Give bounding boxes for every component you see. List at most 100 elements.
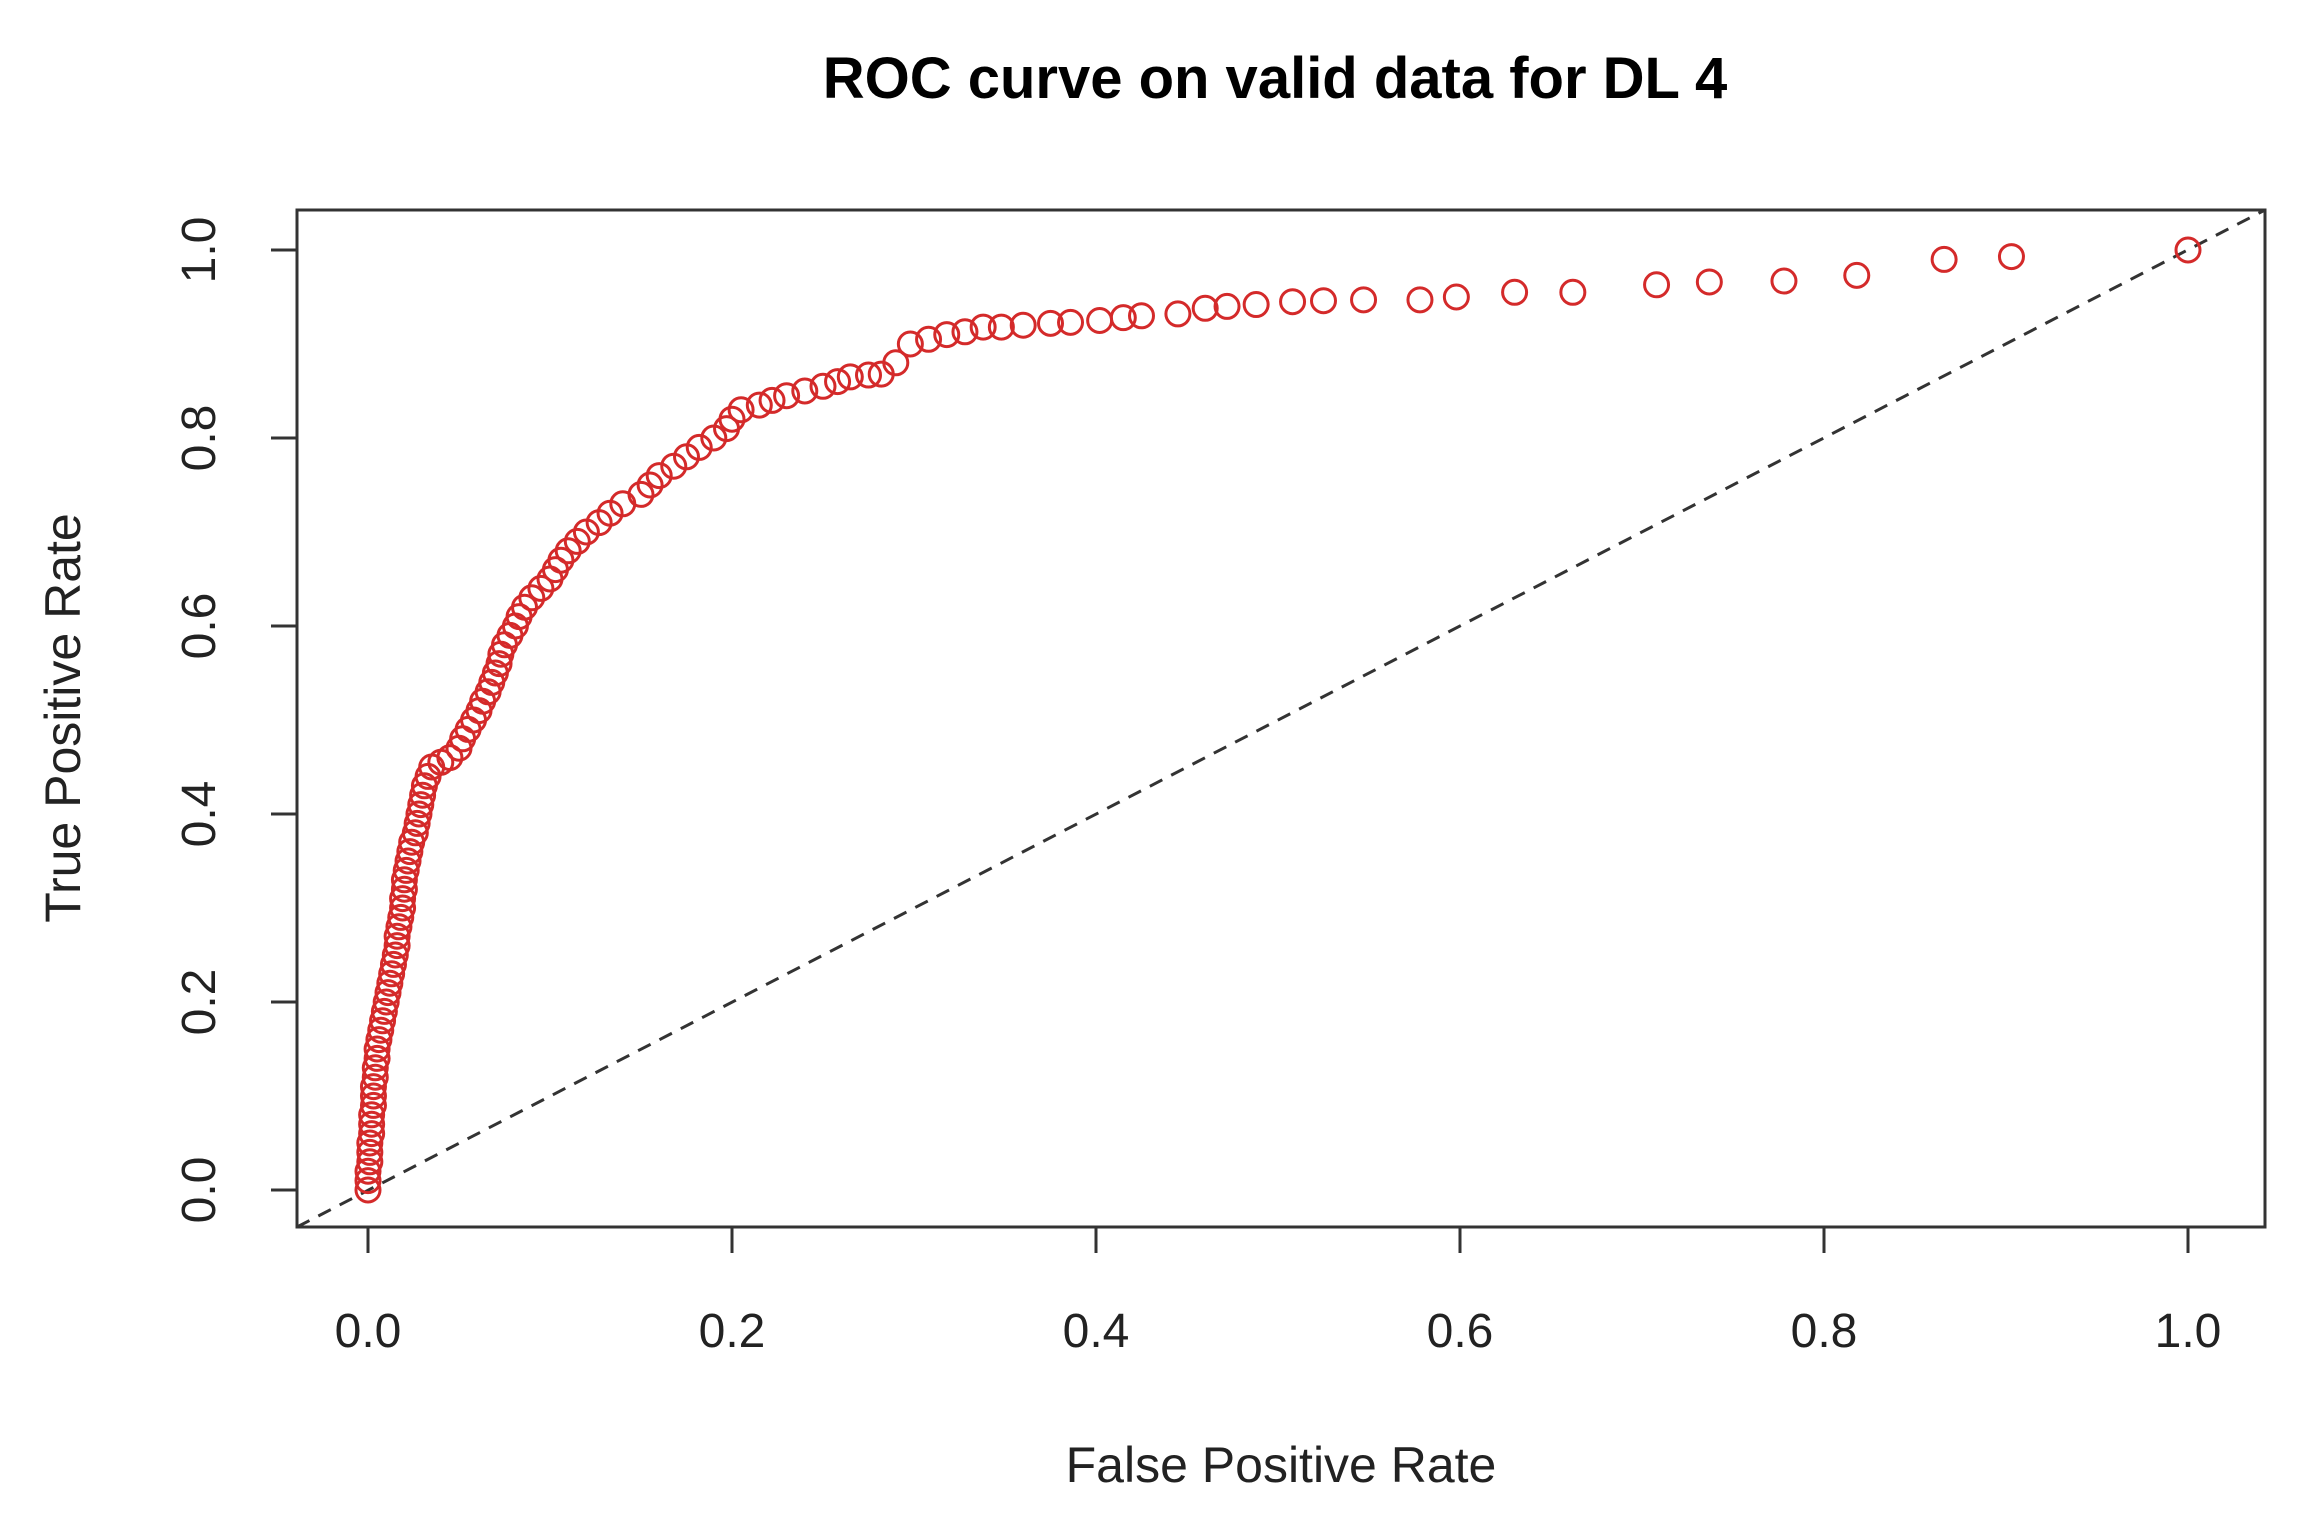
roc-point [1350,286,1378,314]
x-tick-label: 0.4 [1063,1305,1130,1358]
roc-point [1213,292,1241,320]
roc-point [933,321,961,349]
roc-point [389,894,417,922]
roc-point [361,1063,389,1091]
roc-point [1559,278,1587,306]
roc-point [392,856,420,884]
roc-point [409,781,437,809]
roc-point [405,800,433,828]
y-tick-label: 0.4 [173,781,226,848]
roc-point [403,809,431,837]
roc-point [773,382,801,410]
roc-point [636,471,664,499]
roc-point [367,1016,395,1044]
roc-point [718,405,746,433]
roc-point [809,372,837,400]
roc-point [915,325,943,353]
roc-point [1191,294,1219,322]
roc-point [387,903,415,931]
reference-diagonal [296,208,2266,1229]
roc-point [383,932,411,960]
y-tick-label: 0.6 [173,593,226,660]
roc-point [1279,288,1307,316]
roc-point [354,1176,382,1204]
x-tick-label: 1.0 [2155,1305,2222,1358]
roc-point [2174,236,2202,264]
roc-point [824,368,852,396]
roc-point [1037,309,1064,337]
roc-point [1695,268,1723,296]
roc-point [358,1110,386,1138]
roc-point [1057,308,1085,336]
roc-point [1643,271,1671,299]
x-tick-label: 0.2 [699,1305,766,1358]
roc-point [627,480,655,508]
roc-point [563,527,591,555]
roc-point [1501,278,1529,306]
roc-point [1009,311,1037,339]
roc-point [951,318,979,346]
roc-point [358,1101,386,1129]
roc-point [1310,287,1337,315]
y-tick-label: 0.2 [173,969,226,1036]
roc-point [356,1129,384,1157]
roc-point [390,875,418,903]
roc-point [969,313,997,341]
y-tick-label: 1.0 [173,217,226,284]
roc-point [987,313,1015,341]
roc-point [374,979,402,1007]
roc-point [547,546,575,574]
roc-point [882,349,910,377]
y-axis: 0.0 0.2 0.4 0.6 0.8 1.0 [173,217,299,1224]
roc-point [1086,307,1114,334]
roc-point [394,847,422,875]
roc-point [379,950,407,978]
roc-point [1770,267,1798,295]
roc-point [354,1157,382,1185]
roc-point [1843,261,1871,289]
roc-point [356,1138,384,1166]
roc-point [836,363,864,391]
roc-point [359,1091,387,1119]
roc-point [356,1148,384,1176]
roc-point [359,1082,387,1110]
roc-point [365,1026,393,1054]
roc-point [554,537,582,565]
roc-point [1164,300,1192,328]
roc-point [396,838,424,866]
roc-point [383,922,411,950]
roc-point [376,969,404,997]
roc-point [1930,245,1958,273]
roc-point [1442,283,1470,311]
roc-point [381,941,409,969]
roc-point [369,1007,397,1035]
x-tick-label: 0.6 [1427,1305,1494,1358]
roc-point [354,1167,382,1195]
y-tick-label: 0.0 [173,1157,226,1224]
roc-point [372,988,400,1016]
roc-point [485,650,513,678]
roc-point [1997,243,2025,271]
roc-point [389,885,417,913]
roc-point [511,593,539,621]
roc-point [363,1035,391,1063]
roc-point [436,744,464,772]
roc-point [855,361,882,389]
chart-title: ROC curve on valid data for DL 4 [823,46,1728,111]
y-tick-label: 0.8 [173,405,226,472]
roc-point [363,1044,391,1072]
x-axis-label: False Positive Rate [1066,1437,1497,1493]
roc-point [401,819,429,847]
roc-point [385,913,413,941]
roc-point [358,1120,386,1148]
y-axis-label: True Positive Rate [35,513,91,922]
roc-point [370,997,398,1025]
roc-point [1109,304,1137,332]
x-tick-label: 0.0 [335,1305,402,1358]
roc-point [791,377,819,405]
roc-point [378,960,406,988]
roc-point [745,391,773,419]
roc-point [727,396,755,424]
roc-point [361,1054,389,1082]
